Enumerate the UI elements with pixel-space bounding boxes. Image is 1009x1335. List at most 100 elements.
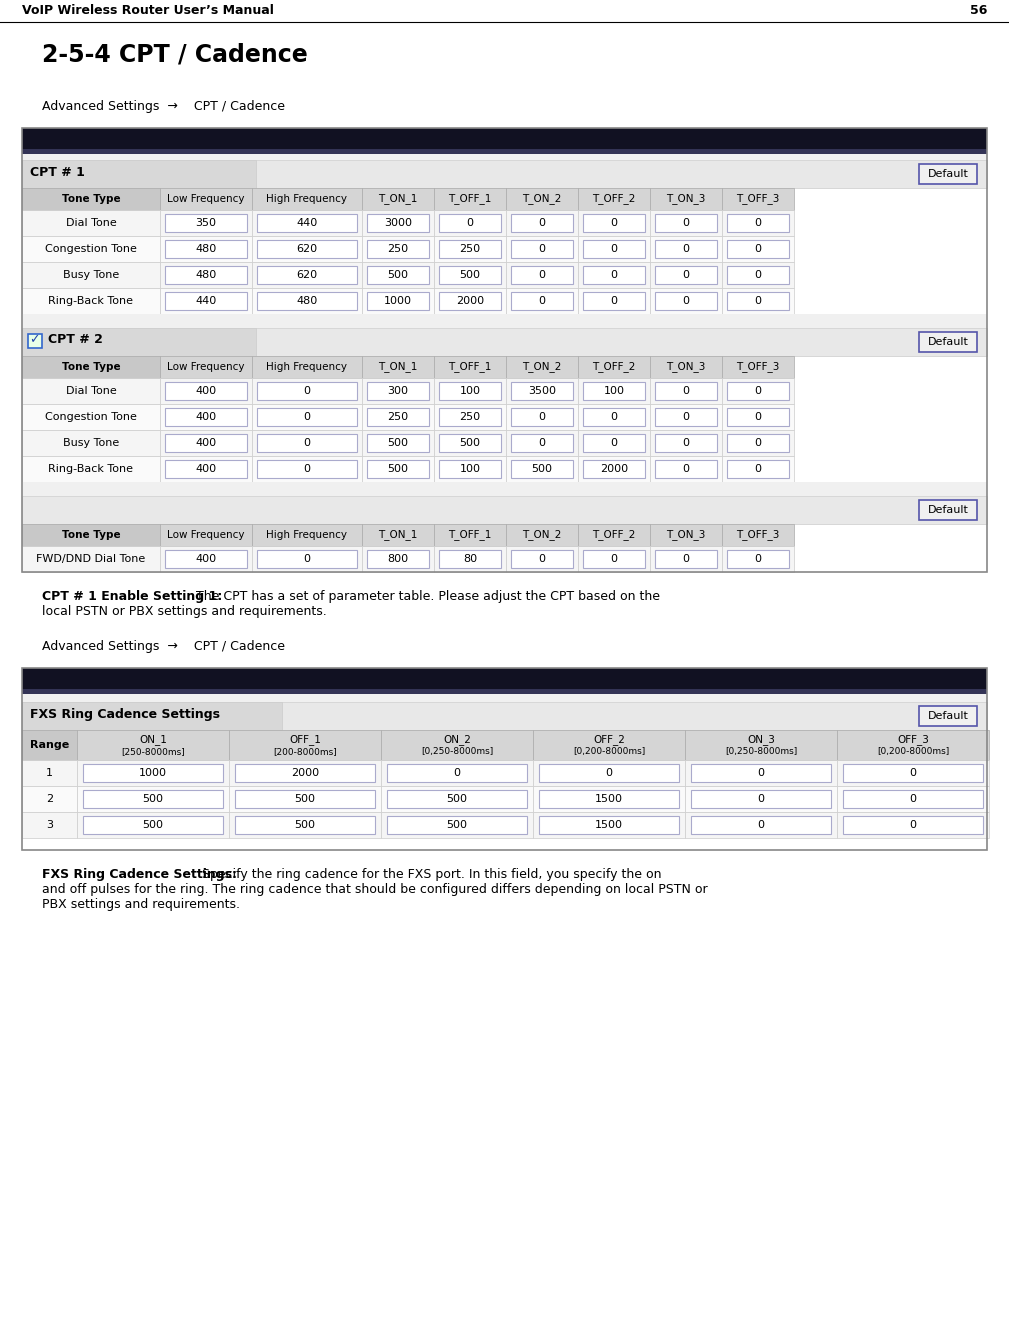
Bar [650, 546, 722, 571]
Bar [22, 328, 256, 356]
Bar [685, 760, 837, 786]
Text: 1500: 1500 [595, 820, 623, 830]
Bar [511, 550, 573, 567]
Bar [257, 434, 357, 453]
Bar [22, 160, 987, 188]
Bar [22, 668, 987, 694]
Text: Advanced Settings  →    CPT / Cadence: Advanced Settings → CPT / Cadence [42, 100, 285, 113]
Bar [650, 262, 722, 288]
Bar [367, 292, 429, 310]
Bar [439, 382, 501, 400]
Text: 620: 620 [297, 244, 318, 254]
Text: Busy Tone: Busy Tone [63, 270, 119, 280]
Text: 0: 0 [758, 794, 765, 804]
Text: 620: 620 [297, 270, 318, 280]
Bar [506, 546, 578, 571]
Bar [160, 546, 252, 571]
Bar [511, 292, 573, 310]
Bar [367, 550, 429, 567]
Bar [362, 188, 434, 210]
Text: [0,250-8000ms]: [0,250-8000ms] [724, 748, 797, 756]
Bar [685, 730, 837, 760]
Bar [583, 434, 645, 453]
Bar [160, 430, 252, 457]
Text: Dial Tone: Dial Tone [66, 386, 116, 396]
Text: 0: 0 [304, 386, 311, 396]
Bar [727, 461, 789, 478]
Bar [650, 288, 722, 314]
Bar [252, 378, 362, 405]
Text: T_OFF_2: T_OFF_2 [592, 530, 636, 541]
Bar [650, 525, 722, 546]
Bar [722, 457, 794, 482]
Bar [28, 334, 42, 348]
Bar [22, 210, 160, 236]
Bar [650, 236, 722, 262]
Bar [533, 812, 685, 838]
Bar [439, 409, 501, 426]
Bar [257, 461, 357, 478]
Bar [650, 188, 722, 210]
Text: 500: 500 [387, 270, 409, 280]
Text: T_ON_2: T_ON_2 [523, 530, 562, 541]
Text: 250: 250 [387, 244, 409, 254]
Text: 0: 0 [682, 218, 689, 228]
Bar [22, 525, 160, 546]
Text: T_OFF_2: T_OFF_2 [592, 362, 636, 372]
Bar [837, 786, 989, 812]
Bar [160, 525, 252, 546]
Text: 0: 0 [610, 296, 618, 306]
Text: [0,200-8000ms]: [0,200-8000ms] [573, 748, 645, 756]
Bar [252, 188, 362, 210]
Bar [165, 382, 247, 400]
Text: 0: 0 [304, 413, 311, 422]
Bar [257, 550, 357, 567]
Bar [578, 262, 650, 288]
Bar [533, 760, 685, 786]
Bar [439, 461, 501, 478]
Bar [22, 482, 987, 497]
Bar [655, 292, 717, 310]
Bar [257, 382, 357, 400]
Text: OFF_2: OFF_2 [593, 734, 625, 745]
Bar [650, 210, 722, 236]
Text: T_ON_2: T_ON_2 [523, 194, 562, 204]
Text: 0: 0 [909, 768, 916, 778]
Bar [165, 434, 247, 453]
Bar [387, 816, 527, 834]
Text: 0: 0 [755, 413, 762, 422]
Text: 80: 80 [463, 554, 477, 563]
Text: 500: 500 [387, 465, 409, 474]
Bar [235, 790, 375, 808]
Bar [843, 816, 983, 834]
Text: 480: 480 [196, 244, 217, 254]
Text: 56: 56 [970, 4, 987, 17]
Bar [252, 210, 362, 236]
Bar [919, 164, 977, 184]
Bar [83, 790, 223, 808]
Text: T_ON_3: T_ON_3 [666, 530, 705, 541]
Bar [381, 812, 533, 838]
Text: ON_2: ON_2 [443, 734, 471, 745]
Bar [160, 457, 252, 482]
Bar [439, 266, 501, 284]
Text: 500: 500 [447, 794, 467, 804]
Text: 0: 0 [610, 244, 618, 254]
Bar [578, 525, 650, 546]
Bar [160, 188, 252, 210]
Text: CPT # 2: CPT # 2 [48, 332, 103, 346]
Text: Low Frequency: Low Frequency [167, 362, 245, 372]
Bar [727, 266, 789, 284]
Text: 480: 480 [297, 296, 318, 306]
Text: ON_1: ON_1 [139, 734, 166, 745]
Bar [362, 236, 434, 262]
Bar [235, 764, 375, 782]
Bar [77, 786, 229, 812]
Bar [362, 288, 434, 314]
Bar [919, 501, 977, 521]
Text: Specify the ring cadence for the FXS port. In this field, you specify the on: Specify the ring cadence for the FXS por… [198, 868, 662, 881]
Bar [655, 214, 717, 232]
Text: Default: Default [927, 712, 969, 721]
Bar [257, 409, 357, 426]
Bar [583, 461, 645, 478]
